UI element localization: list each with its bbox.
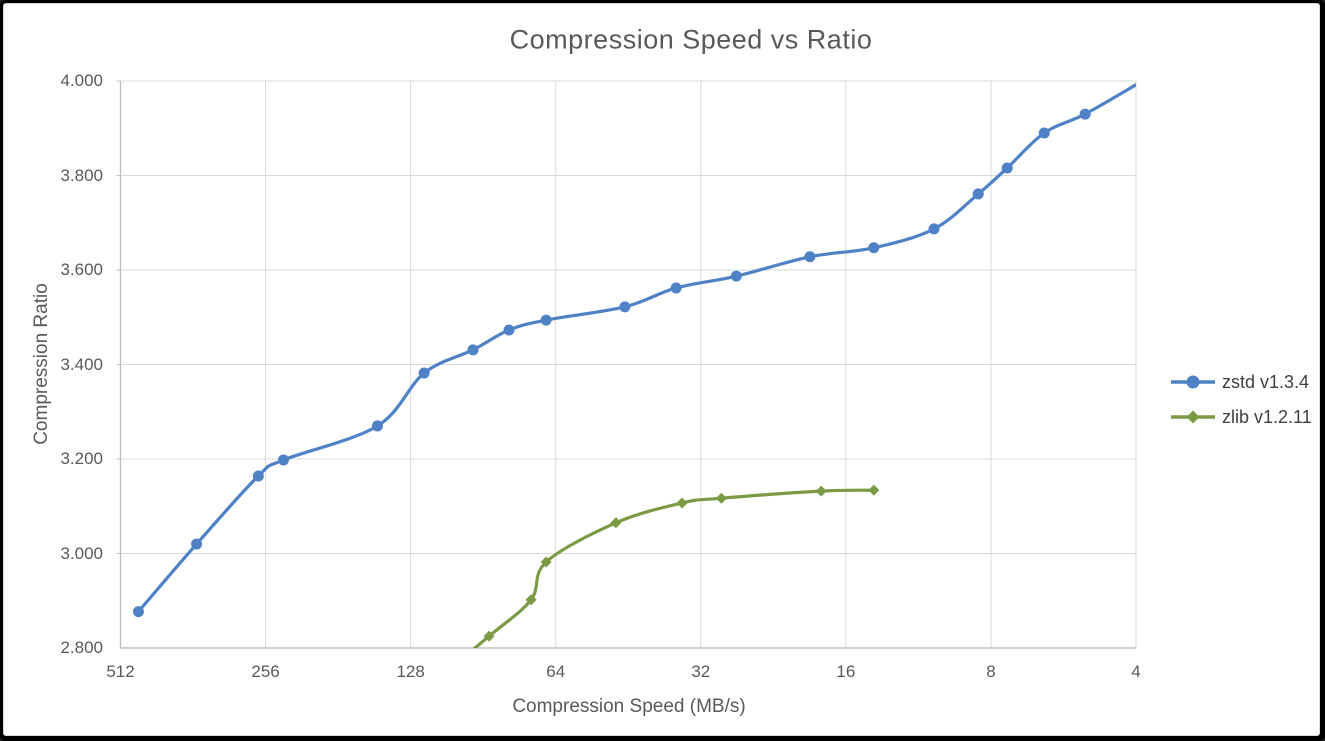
data-point-marker [467,344,479,356]
x-tick-label: 256 [251,662,280,681]
x-tick-label: 512 [106,662,135,681]
y-tick-label: 3.000 [60,543,103,563]
data-point-marker [868,484,880,496]
legend-item-zstd: zstd v1.3.4 [1170,370,1309,394]
data-point-marker [610,517,622,529]
x-tick-label: 8 [986,662,996,681]
series-line [472,488,876,648]
data-point-marker [928,223,940,235]
data-point-marker [868,242,880,254]
chart-canvas [3,3,1320,736]
legend-swatch [1171,375,1215,389]
legend-item-zlib: zlib v1.2.11 [1170,405,1312,429]
data-point-marker [815,485,827,497]
data-point-marker [503,324,515,336]
legend-marker-diamond-icon [1186,410,1200,424]
legend-label: zstd v1.3.4 [1222,371,1310,392]
x-tick-label: 64 [546,662,566,681]
data-point-marker [1001,162,1013,174]
x-tick-label: 128 [396,662,425,681]
x-tick-label: 16 [836,662,856,681]
x-axis-title: Compression Speed (MB/s) [512,696,746,717]
legend-swatch [1171,410,1215,424]
y-tick-label: 3.600 [60,260,103,279]
data-point-marker [132,606,144,618]
y-axis-title: Compression Ratio [31,283,52,445]
chart-title: Compression Speed vs Ratio [509,24,873,55]
data-point-marker [730,270,742,282]
y-tick-label: 3.400 [60,354,103,374]
x-tick-label: 32 [691,662,711,681]
data-point-marker [540,556,552,568]
data-point-marker [1079,108,1091,120]
data-point-marker [525,594,537,606]
data-point-marker [483,630,495,642]
legend-marker-circle-icon [1186,375,1200,389]
data-point-marker [1038,127,1050,139]
data-point-marker [670,282,682,294]
series-line [136,83,1136,614]
series-zlib [472,484,880,648]
data-point-marker [619,301,631,313]
data-point-marker [252,470,264,482]
legend-label: zlib v1.2.11 [1222,406,1312,427]
y-tick-label: 4.000 [60,71,103,90]
x-tick-label: 4 [1131,662,1141,681]
data-point-marker [371,420,383,432]
data-point-marker [418,367,430,379]
y-tick-label: 3.200 [60,449,103,468]
y-tick-label: 2.800 [60,638,103,657]
data-point-marker [715,492,727,504]
data-point-marker [676,497,688,509]
data-point-marker [972,188,984,200]
data-point-marker [191,538,203,550]
data-point-marker [540,314,552,326]
y-tick-label: 3.800 [60,165,103,185]
series-zstd [132,83,1136,618]
data-point-marker [277,454,289,466]
data-point-marker [804,251,816,263]
